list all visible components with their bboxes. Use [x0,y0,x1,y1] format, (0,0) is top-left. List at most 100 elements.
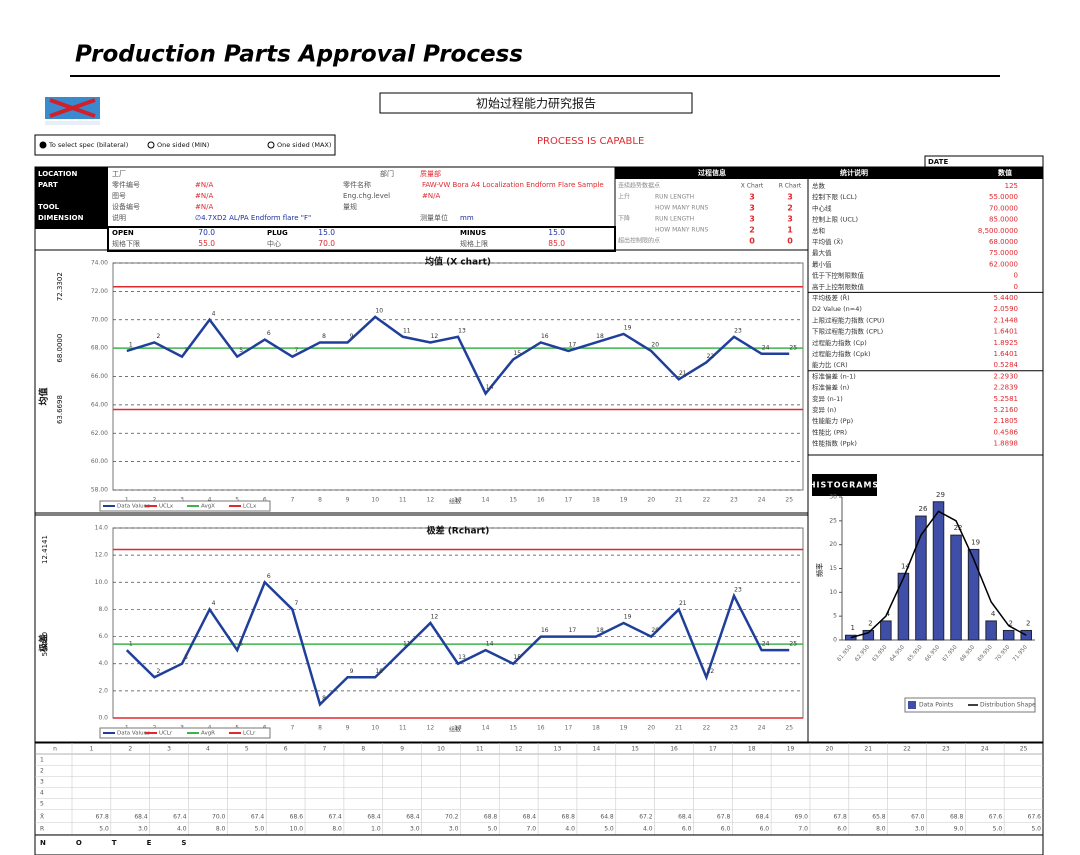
stat-label: 性能能力 (Pp) [812,416,853,425]
point-label: 6 [267,330,271,337]
xbar-cell: 64.8 [600,814,614,821]
field-value: 质量部 [420,169,441,178]
plot-area [112,527,804,719]
bar-label: 2 [1026,619,1030,627]
x-tick-label: 12 [427,497,435,504]
x-tick-label: 23 [730,497,738,504]
column-header: 10 [437,746,445,753]
point-label: 14 [486,384,494,391]
x-tick-label: 21 [675,497,683,504]
point-label: 13 [458,327,466,334]
column-header: 11 [476,746,484,753]
point-label: 17 [569,627,577,634]
process-header-band [615,167,808,179]
point-label: 12 [431,614,439,621]
y-tick-label: 64.00 [91,401,108,408]
bar [915,515,927,641]
column-header: 9 [400,746,404,753]
bar [897,572,910,641]
point-label: 24 [762,344,770,351]
stat-value: 0 [1014,272,1018,280]
stat-label: 上限过程能力指数 (CPU) [812,315,884,324]
range-cell: 3.0 [449,826,459,833]
column-header: 3 [167,746,171,753]
y-tick-label: 10.0 [95,579,109,586]
point-label: 22 [707,353,715,360]
column-header: 15 [631,746,639,753]
x-tick-label: 16 [537,497,545,504]
range-cell: 4.0 [565,826,575,833]
spec-label: OPEN [112,229,134,237]
x-tick-label: 9 [346,725,350,732]
y-tick-label: 72.00 [91,288,108,295]
xbar-cell: 67.8 [717,814,731,821]
stat-label: D2 Value (n=4) [812,305,862,313]
notes-label: NOTES [40,839,216,847]
column-header: 20 [826,746,834,753]
stat-value: 2.2930 [994,372,1019,380]
y-tick-label: 20 [829,541,837,548]
y-tick-label: 5 [833,613,837,620]
info-label: PART [38,181,58,189]
xbar-cell: 67.0 [911,814,925,821]
x-tick-label: 14 [482,497,490,504]
xbar-cell: 67.4 [173,814,187,821]
x-tick-label: 6 [263,497,267,504]
xbar-cell: 68.4 [756,814,770,821]
field-value: FAW-VW Bora A4 Localization Endform Flar… [422,181,604,189]
xbar-cell: 68.4 [678,814,692,821]
x-tick-label: 9 [346,497,350,504]
info-label: LOCATION [38,170,78,178]
row-label: R [40,826,44,833]
row-label: 3 [40,779,44,786]
row-label: X̄ [40,813,44,820]
page-title: Production Parts Approval Process [75,42,523,68]
column-header: 18 [748,746,756,753]
xbar-cell: 67.4 [251,814,265,821]
xbar-cell: 67.8 [95,814,109,821]
y-tick-label: 30 [829,494,837,501]
column-header: 23 [942,746,950,753]
column-header: 4 [206,746,210,753]
y-axis-label: 极差 [38,634,50,652]
bar-label: 26 [918,505,927,513]
point-label: 12 [431,333,439,340]
range-cell: 4.0 [177,826,187,833]
legend-label: Data Values [117,504,150,510]
stat-label: 性能比 (PR) [812,427,847,436]
point-label: 15 [513,350,521,357]
xbar-cell: 68.4 [523,814,537,821]
spec-value: 70.0 [198,228,215,237]
point-label: 8 [322,695,326,702]
x-tick-label: 23 [730,725,738,732]
row-value: 2 [749,226,755,235]
field-label: 工厂 [112,170,126,178]
x-tick-label: 4 [208,497,212,504]
x-tick-label: 19 [620,497,628,504]
stat-value: 0.4586 [994,428,1019,436]
point-label: 13 [458,654,466,661]
x-tick-label: 8 [318,725,322,732]
point-label: 6 [267,573,271,580]
stat-value: 8,500.0000 [978,227,1018,235]
y-tick-label: 58.00 [91,487,108,494]
field-value: #N/A [195,192,213,200]
legend-label: Data Points [919,702,953,709]
column-header: 13 [554,746,562,753]
x-tick-label: 15 [509,725,517,732]
xbar-cell: 67.6 [989,814,1003,821]
y-tick-label: 10 [829,589,837,596]
range-cell: 6.0 [721,826,731,833]
row-name: RUN LENGTH [655,194,694,201]
bar-label: 19 [971,538,980,546]
y-tick-label: 0 [833,637,837,644]
x-tick-label: 17 [565,497,573,504]
stat-label: 变异 (n-1) [812,394,843,403]
point-label: 25 [789,344,797,351]
table-header: n [53,746,57,753]
point-label: 18 [596,333,604,340]
column-header: 14 [593,746,601,753]
stats-header: 数值 [998,168,1012,177]
field-label: 量规 [343,202,357,211]
range-cell: 1.0 [371,826,381,833]
